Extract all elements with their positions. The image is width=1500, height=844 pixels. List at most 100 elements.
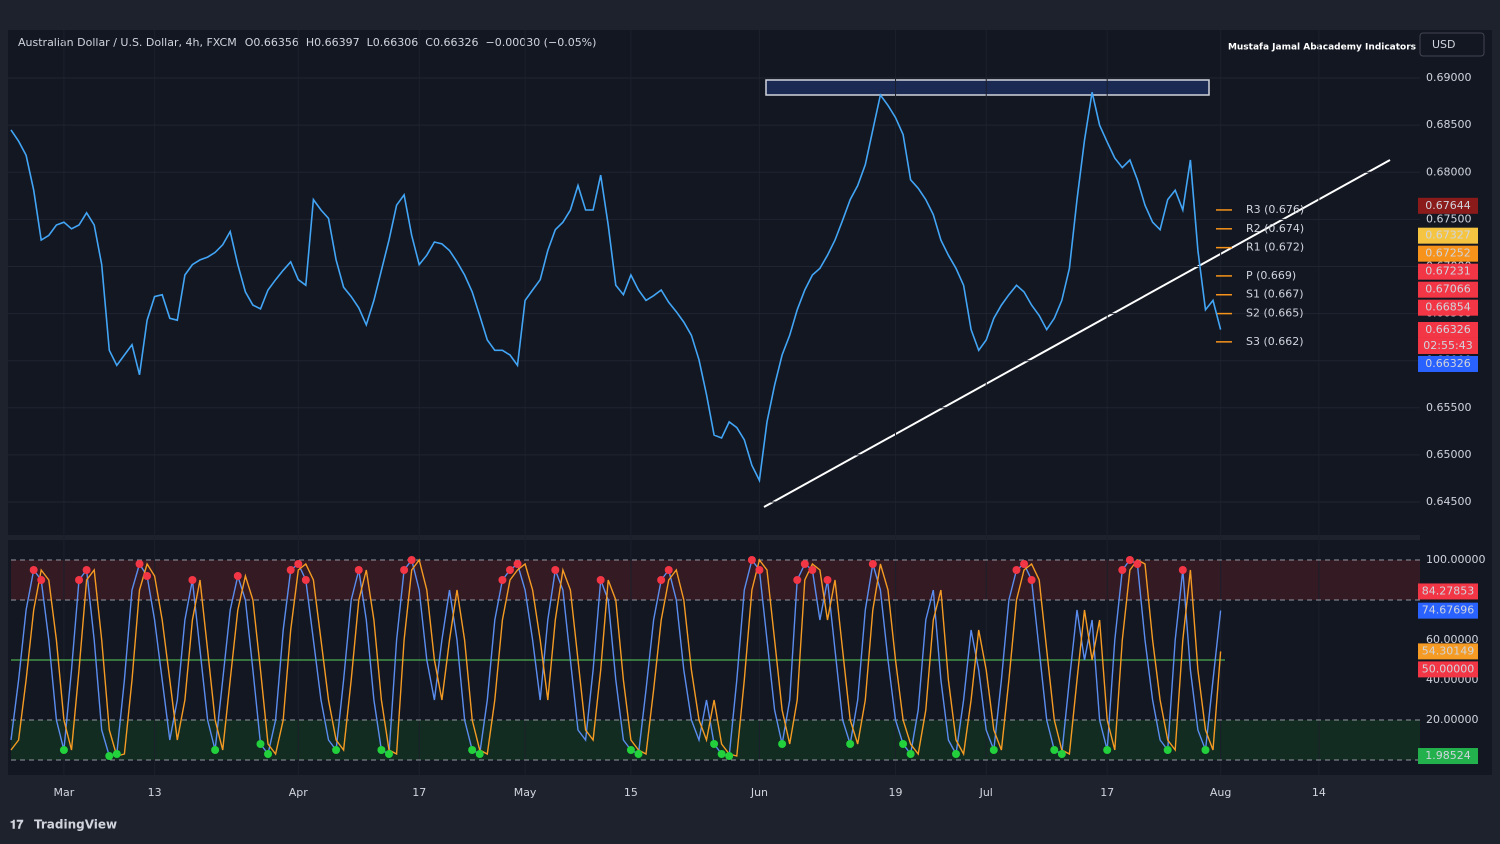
x-tick-label: Apr	[289, 786, 309, 799]
x-tick-label: Aug	[1210, 786, 1231, 799]
x-tick-label: May	[514, 786, 537, 799]
ohlc-value: 0.66356	[253, 36, 299, 49]
y-tick-label: 20.00000	[1426, 713, 1479, 726]
signal-dot	[1057, 750, 1066, 758]
price-label-box	[1418, 321, 1478, 338]
ohlc-value: 0.66326	[433, 36, 479, 49]
price-label-box	[1418, 245, 1478, 262]
signal-dot	[710, 740, 719, 748]
price-label-box	[1418, 643, 1478, 660]
signal-dot	[407, 556, 416, 564]
pivot-label: S3 (0.662)	[1246, 335, 1304, 348]
signal-dot	[37, 576, 46, 584]
signal-dot	[385, 750, 393, 758]
resistance-zone	[765, 79, 1210, 96]
price-label: 50.00000	[1422, 662, 1475, 675]
signal-dot	[233, 572, 242, 580]
price-label-box	[1418, 583, 1478, 600]
signal-dot	[1118, 566, 1127, 574]
ohlc-value: 0.66397	[314, 36, 360, 49]
signal-dot	[868, 560, 877, 568]
signal-dot	[468, 746, 477, 754]
signal-dot	[301, 576, 310, 584]
signal-dot	[1178, 566, 1187, 574]
x-tick-label: 15	[624, 786, 638, 799]
currency-box[interactable]	[1419, 32, 1485, 57]
change: −0.00030 (−0.05%)	[485, 36, 596, 49]
signal-dot	[1201, 746, 1210, 754]
y-tick-label: 0.69000	[1426, 71, 1472, 84]
price-label: 0.67231	[1425, 265, 1471, 278]
symbol: Australian Dollar / U.S. Dollar, 4h, FXC…	[18, 36, 237, 49]
price-label: 0.66326	[1425, 323, 1471, 336]
ohlc-value: 0.66306	[373, 36, 419, 49]
indicator-name: Mustafa Jamal Abacademy Indicators	[1228, 43, 1416, 53]
trend-line	[763, 159, 1391, 508]
price-label-box	[1418, 263, 1478, 280]
signal-dot	[211, 746, 220, 754]
x-tick-label: 14	[1312, 786, 1326, 799]
signal-dot	[551, 566, 560, 574]
y-tick-label: 0.68000	[1426, 165, 1472, 178]
price-label-box	[1418, 281, 1478, 298]
price-label: 0.67066	[1425, 283, 1471, 296]
price-label: 0.67644	[1425, 199, 1471, 212]
signal-dot	[332, 746, 341, 754]
signal-dot	[294, 560, 303, 568]
price-label-box	[1418, 299, 1478, 316]
overbought-zone	[11, 560, 1420, 600]
signal-dot	[596, 576, 605, 584]
signal-dot	[286, 566, 295, 574]
y-tick-label: 0.68500	[1426, 118, 1472, 131]
pivot-label: S1 (0.667)	[1246, 288, 1304, 301]
price-label: 1.98524	[1425, 749, 1471, 762]
signal-dot	[717, 750, 726, 758]
signal-dot	[475, 750, 484, 758]
signal-dot	[952, 750, 960, 758]
signal-dot	[1133, 560, 1142, 568]
signal-dot	[135, 560, 144, 568]
oversold-zone	[11, 720, 1420, 760]
brand-logo: 𝟏𝟕	[10, 818, 24, 832]
signal-dot	[755, 566, 764, 574]
signal-dot	[256, 740, 265, 748]
x-tick-label: 17	[412, 786, 426, 799]
y-tick-label: 0.65500	[1426, 401, 1472, 414]
price-label-box	[1418, 748, 1478, 765]
price-label-box	[1418, 661, 1478, 678]
price-label: 0.67327	[1425, 229, 1471, 242]
y-tick-label: 60.00000	[1426, 633, 1479, 646]
signal-dot	[112, 750, 121, 758]
signal-dot	[778, 740, 787, 748]
x-tick-label: Jul	[979, 786, 993, 799]
price-label: 84.27853	[1422, 584, 1475, 597]
signal-dot	[808, 566, 817, 574]
header: Australian Dollar / U.S. Dollar, 4h, FXC…	[18, 36, 596, 49]
signal-dot	[75, 576, 84, 584]
pivot-label: R2 (0.674)	[1246, 222, 1304, 235]
price-label: 0.66326	[1425, 357, 1471, 370]
pivot-label: R3 (0.676)	[1246, 203, 1304, 216]
ohlc-key: O	[245, 36, 254, 49]
price-label-box	[1418, 197, 1478, 214]
price-panel	[8, 30, 1420, 535]
signal-dot	[634, 750, 643, 758]
pivot-label: R1 (0.672)	[1246, 241, 1304, 254]
currency[interactable]: USD	[1432, 38, 1456, 51]
price-label: 0.66854	[1425, 301, 1471, 314]
signal-dot	[377, 746, 386, 754]
price-line	[10, 92, 1222, 484]
price-label: 0.67252	[1425, 247, 1471, 260]
x-tick-label: 13	[148, 786, 162, 799]
countdown: 02:55:43	[1423, 339, 1472, 352]
pivot-label: P (0.669)	[1246, 269, 1296, 282]
signal-dot	[105, 752, 114, 760]
signal-dot	[82, 566, 91, 574]
x-tick-label: 19	[889, 786, 903, 799]
x-tick-label: Jun	[750, 786, 768, 799]
signal-dot	[823, 576, 832, 584]
signal-dot	[29, 566, 38, 574]
countdown-box	[1418, 337, 1478, 354]
signal-dot	[400, 566, 409, 574]
